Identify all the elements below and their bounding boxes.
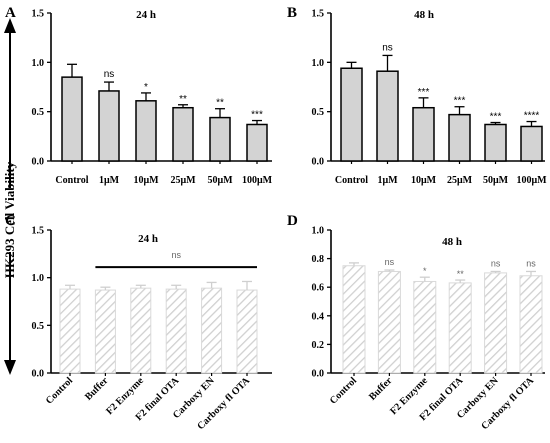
ylabel-arrow-head-up (4, 18, 16, 33)
significance-label: * (144, 82, 148, 93)
y-tick-label: 0.5 (32, 107, 45, 118)
significance-label: ns (382, 42, 393, 53)
bar (340, 67, 363, 162)
x-tick-label: 1μM (377, 175, 398, 186)
significance-label: ns (526, 258, 536, 268)
y-tick-label: 0.5 (312, 107, 325, 118)
panel-d: D48 h0.00.20.40.60.81.0ControlnsBuffer*F… (287, 213, 545, 432)
bar (520, 125, 543, 162)
panel-title: 48 h (414, 9, 434, 21)
y-tick-label: 1.0 (312, 58, 325, 69)
significance-label: ns (104, 69, 115, 80)
y-tick-label: 0.0 (32, 369, 45, 380)
y-tick-label: 1.5 (312, 9, 325, 20)
y-tick-label: 0.6 (312, 283, 325, 294)
bar (165, 288, 187, 374)
y-tick-label: 0.0 (312, 369, 325, 380)
y-tick-label: 0.0 (32, 157, 45, 168)
bar (130, 287, 152, 374)
bar (172, 106, 194, 162)
x-tick-label: 10μM (411, 175, 437, 186)
ylabel-arrow-head-down (4, 360, 16, 375)
x-tick-label: 100μM (242, 175, 273, 186)
panel-letter: A (5, 5, 16, 21)
significance-label: ns (491, 258, 501, 268)
bar (209, 116, 231, 162)
y-tick-label: 0.8 (312, 254, 325, 265)
x-tick-label: Control (328, 375, 359, 406)
significance-label: ** (216, 98, 224, 109)
x-tick-label: Buffer (367, 375, 395, 403)
panel-title: 24 h (136, 9, 156, 21)
x-tick-label: Buffer (83, 375, 111, 403)
group-significance-label: ns (171, 250, 181, 260)
significance-label: *** (454, 96, 466, 107)
significance-label: *** (251, 110, 263, 121)
bar (376, 70, 399, 162)
y-tick-label: 1.0 (312, 226, 325, 237)
bar (377, 270, 401, 374)
x-tick-label: 100μM (516, 175, 547, 186)
panel-letter: D (287, 213, 298, 229)
bar (59, 288, 81, 374)
significance-label: ns (385, 257, 395, 267)
bar (484, 272, 508, 374)
y-tick-label: 0.0 (312, 157, 325, 168)
ylabel-text: HK293 Cell Viability (2, 161, 17, 278)
x-tick-label: 50μM (207, 175, 233, 186)
y-tick-label: 1.5 (32, 226, 45, 237)
bar (201, 287, 223, 374)
significance-label: **** (524, 111, 540, 122)
x-tick-label: 50μM (483, 175, 509, 186)
significance-label: * (423, 266, 427, 276)
significance-label: ** (457, 269, 465, 279)
bar (412, 106, 435, 162)
panel-title: 24 h (138, 233, 158, 245)
panel-letter: C (5, 213, 16, 229)
significance-label: ** (179, 94, 187, 105)
x-tick-label: Control (55, 175, 88, 186)
x-tick-label: Control (44, 375, 75, 406)
bar (519, 275, 543, 374)
x-tick-label: 25μM (447, 175, 473, 186)
bar (413, 280, 437, 374)
bar (484, 123, 507, 162)
panel-letter: B (287, 5, 297, 21)
bar (342, 265, 366, 374)
significance-label: *** (418, 87, 430, 98)
bar (448, 282, 472, 374)
x-tick-label: 1μM (99, 175, 120, 186)
y-tick-label: 1.0 (32, 273, 45, 284)
bar (98, 90, 120, 162)
x-tick-label: 10μM (133, 175, 159, 186)
bar (61, 76, 83, 162)
significance-label: *** (490, 112, 502, 123)
x-tick-label: Control (335, 175, 368, 186)
bar (246, 123, 268, 162)
bar (135, 100, 157, 162)
y-tick-label: 1.0 (32, 58, 45, 69)
panel-a: A 24 h 0.0 0.5 1.0 1.5 Control ns 1μM * 10μM ** 25μM… (5, 5, 273, 186)
y-tick-label: 0.4 (312, 311, 325, 322)
panel-b: B 48 h 0.0 0.5 1.0 1.5 Control ns 1μM *** 10μM *** 2… (287, 5, 547, 186)
bar (236, 289, 258, 374)
shared-ylabel: HK293 Cell Viability (2, 18, 17, 375)
y-tick-label: 0.5 (32, 321, 45, 332)
bar (448, 113, 471, 162)
y-tick-label: 1.5 (32, 9, 45, 20)
panel-title: 48 h (442, 236, 462, 248)
bar (94, 289, 116, 374)
x-tick-label: 25μM (170, 175, 196, 186)
panels: A 24 h 0.0 0.5 1.0 1.5 Control ns 1μM * 10μM ** 25μM… (5, 5, 547, 432)
y-tick-label: 0.2 (312, 340, 325, 351)
